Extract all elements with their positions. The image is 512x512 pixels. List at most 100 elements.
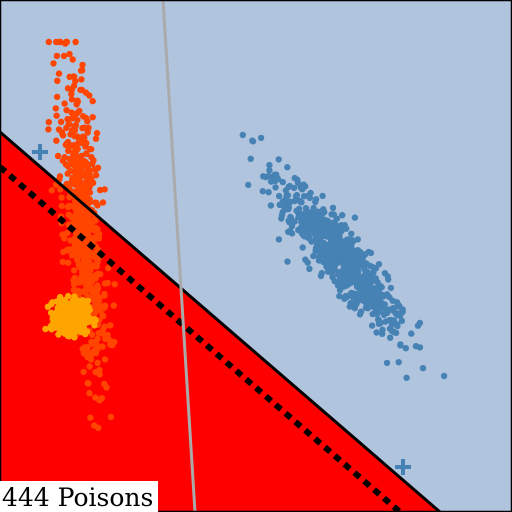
- blue-point: [294, 179, 302, 186]
- orange-point: [82, 269, 89, 276]
- orange-point: [64, 85, 72, 92]
- blue-point: [267, 202, 275, 209]
- blue-point: [387, 284, 395, 292]
- poisoned-boundary-line: [0, 164, 402, 512]
- orange-point: [56, 173, 64, 180]
- poison-point: [64, 332, 72, 340]
- orange-point: [66, 50, 73, 58]
- blue-point: [329, 243, 336, 250]
- blue-point: [340, 268, 347, 276]
- orange-point: [70, 168, 78, 175]
- orange-point: [54, 152, 62, 160]
- orange-point: [61, 100, 68, 107]
- blue-point: [275, 156, 282, 163]
- blue-point: [302, 215, 309, 223]
- blue-point: [362, 272, 370, 279]
- blue-point: [356, 250, 364, 257]
- orange-point: [59, 258, 66, 266]
- poison-point: [70, 310, 77, 318]
- blue-point: [354, 279, 361, 287]
- blue-point: [348, 230, 355, 237]
- blue-point: [384, 309, 391, 316]
- blue-point: [284, 164, 291, 171]
- orange-point: [70, 277, 77, 284]
- blue-point: [357, 308, 365, 315]
- blue-point: [365, 279, 372, 286]
- blue-point: [361, 261, 368, 268]
- orange-point: [87, 352, 95, 359]
- orange-point: [83, 139, 90, 147]
- orange-point: [65, 259, 72, 266]
- orange-point: [89, 114, 96, 121]
- decision-boundary-line: [0, 130, 441, 512]
- orange-point: [80, 368, 87, 376]
- blue-point: [380, 305, 387, 312]
- orange-point: [94, 286, 102, 293]
- blue-point: [389, 321, 396, 328]
- orange-point: [73, 101, 80, 108]
- orange-point: [68, 127, 76, 134]
- blue-point: [265, 189, 272, 196]
- blue-point: [373, 300, 380, 307]
- orange-point: [101, 280, 109, 287]
- orange-point: [68, 90, 75, 98]
- blue-point: [367, 249, 375, 257]
- blue-point: [260, 173, 267, 180]
- orange-point: [69, 56, 76, 63]
- orange-point: [110, 302, 118, 309]
- orange-point: [78, 135, 85, 142]
- blue-point: [440, 372, 448, 380]
- orange-point: [101, 302, 109, 309]
- blue-point: [367, 299, 374, 306]
- blue-point: [266, 167, 273, 174]
- caption-background: [0, 481, 158, 512]
- orange-point: [88, 225, 95, 233]
- blue-point: [383, 359, 391, 367]
- orange-point: [92, 135, 100, 142]
- orange-point: [82, 223, 89, 230]
- blue-point: [397, 342, 404, 349]
- blue-point: [329, 230, 336, 237]
- orange-point: [101, 292, 108, 299]
- orange-point: [78, 276, 85, 284]
- orange-point: [81, 344, 88, 351]
- orange-point: [87, 286, 95, 293]
- blue-point: [249, 137, 256, 144]
- blue-point: [286, 182, 293, 190]
- orange-point: [55, 70, 63, 77]
- blue-point: [341, 222, 348, 229]
- poison-point: [52, 309, 60, 316]
- blue-point: [288, 230, 296, 237]
- orange-point: [78, 76, 85, 83]
- orange-point: [92, 199, 99, 206]
- poison-point: [91, 322, 98, 329]
- orange-point: [68, 252, 76, 259]
- orange-point: [107, 413, 115, 421]
- blue-point: [408, 330, 415, 337]
- orange-point: [53, 137, 60, 144]
- orange-point: [101, 356, 109, 363]
- orange-point: [59, 157, 67, 164]
- blue-point: [369, 264, 377, 271]
- orange-point: [94, 342, 102, 350]
- blue-point: [314, 239, 321, 246]
- blue-point: [380, 293, 387, 300]
- orange-point: [88, 175, 95, 182]
- orange-point: [92, 349, 100, 357]
- poison-point: [42, 325, 49, 333]
- orange-point: [71, 267, 78, 274]
- blue-point: [354, 261, 361, 269]
- orange-point: [92, 172, 100, 179]
- highlight-markers: [32, 144, 411, 475]
- orange-point: [59, 132, 67, 139]
- orange-point: [71, 111, 79, 119]
- blue-point: [368, 291, 376, 298]
- blue-point: [308, 217, 315, 225]
- orange-point: [77, 187, 85, 194]
- orange-point: [85, 278, 92, 286]
- orange-point: [78, 86, 86, 94]
- orange-point: [98, 395, 106, 402]
- blue-point: [272, 184, 279, 191]
- blue-point: [385, 276, 392, 283]
